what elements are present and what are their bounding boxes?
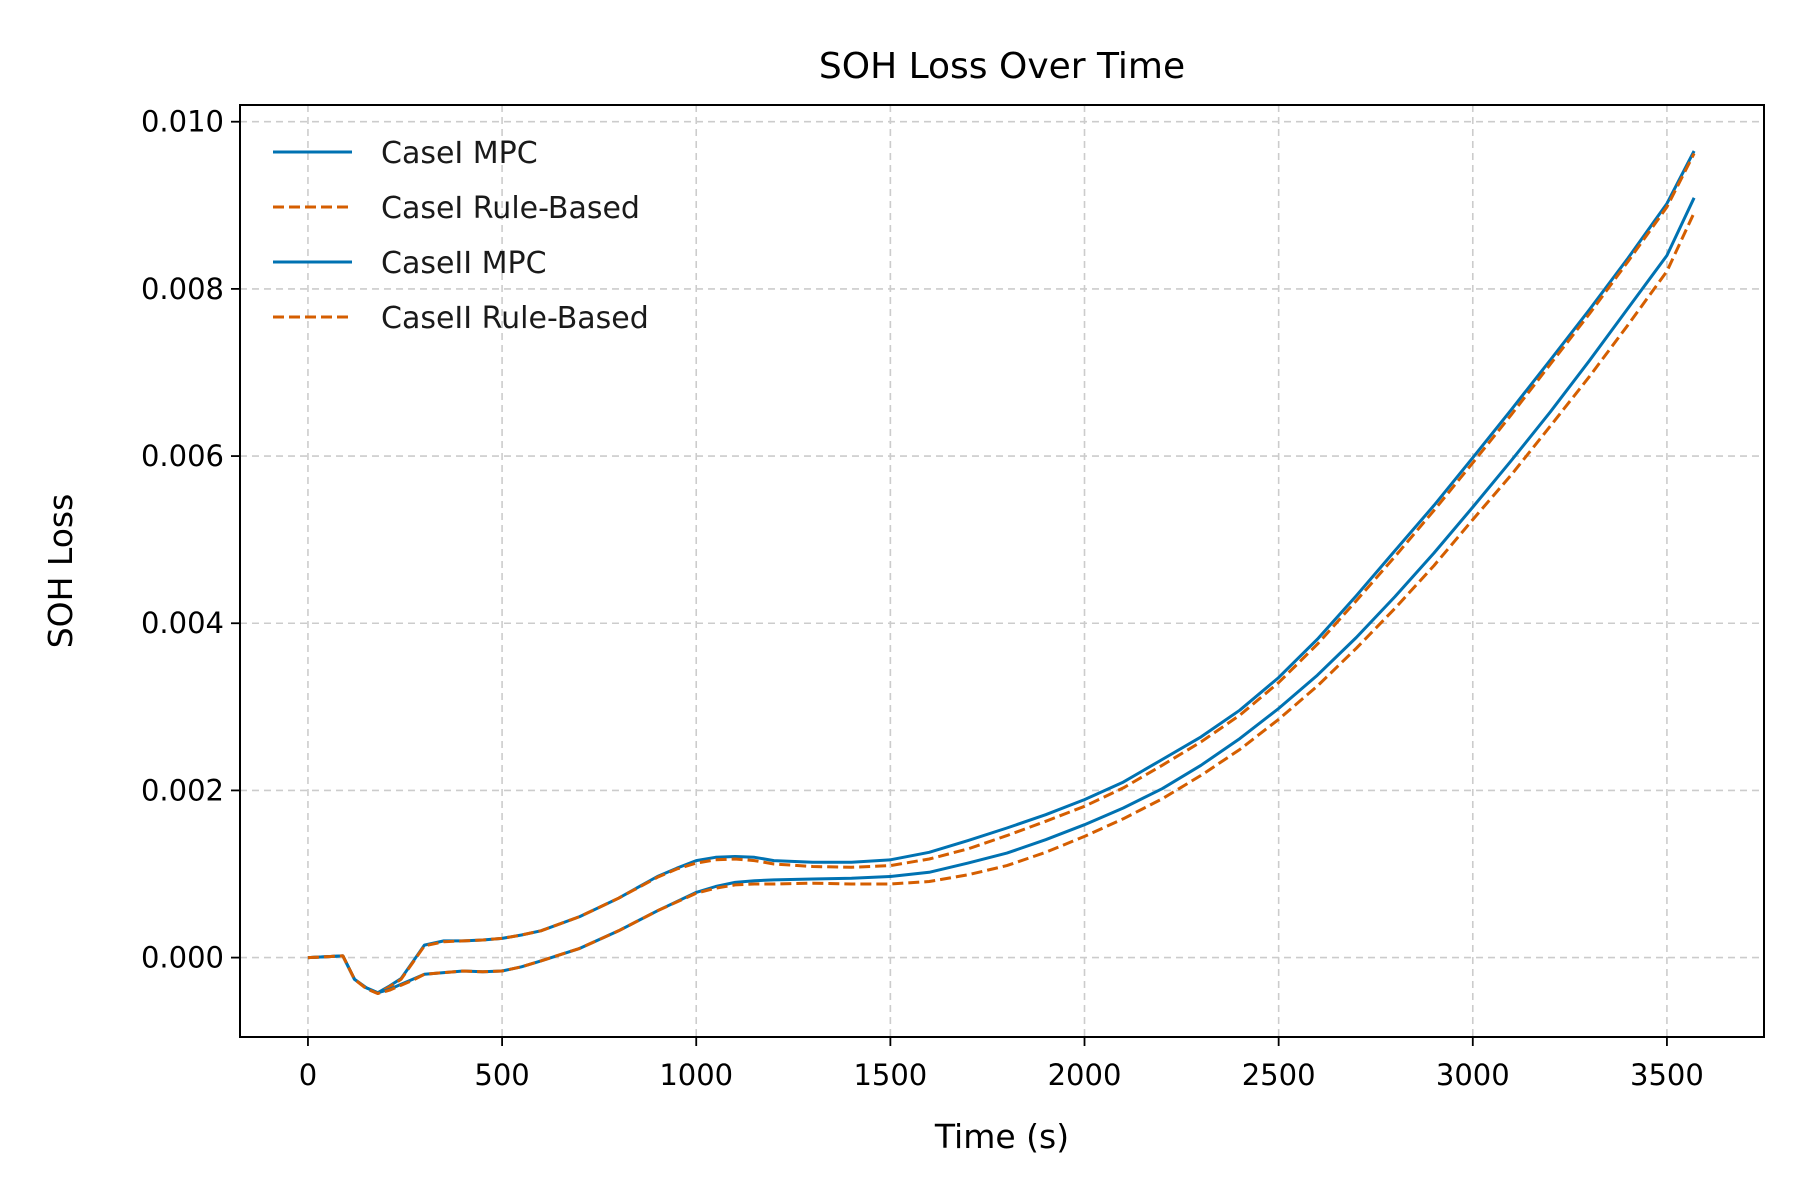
legend: CaseI MPC CaseI Rule-Based CaseII MPC CaseI… [273,136,649,336]
legend-entry: CaseII MPC [381,246,547,281]
series-layer [307,150,1696,995]
y-tick-label: 0.006 [141,439,224,473]
y-tick-label: 0.002 [141,773,224,807]
y-axis-label: SOH Loss [41,494,80,649]
axes: 0 500 1000 1500 2000 2500 3000 3500 0.000 0.002 0.… [141,105,1704,1092]
legend-entry: CaseII Rule-Based [381,301,649,336]
legend-entry: CaseI MPC [381,136,538,171]
y-tick-label: 0.008 [141,272,224,306]
series-line-2 [307,152,1696,995]
y-tick-label: 0.004 [141,606,224,640]
y-tick-label: 0.010 [141,105,224,139]
x-tick-label: 2500 [1242,1058,1316,1092]
y-tick-label: 0.000 [141,941,224,975]
x-tick-label: 2000 [1048,1058,1122,1092]
grid [240,105,1764,1037]
x-tick-label: 1000 [659,1058,733,1092]
x-tick-label: 3000 [1436,1058,1510,1092]
series-line-4 [307,212,1696,995]
x-tick-label: 500 [474,1058,529,1092]
plot-area-frame [239,104,1765,1038]
chart-title: SOH Loss Over Time [819,46,1185,87]
x-tick-label: 3500 [1630,1058,1704,1092]
x-tick-label: 0 [299,1058,317,1092]
legend-entry: CaseI Rule-Based [381,191,640,226]
x-axis-label: Time (s) [934,1117,1069,1156]
x-tick-label: 1500 [853,1058,927,1092]
